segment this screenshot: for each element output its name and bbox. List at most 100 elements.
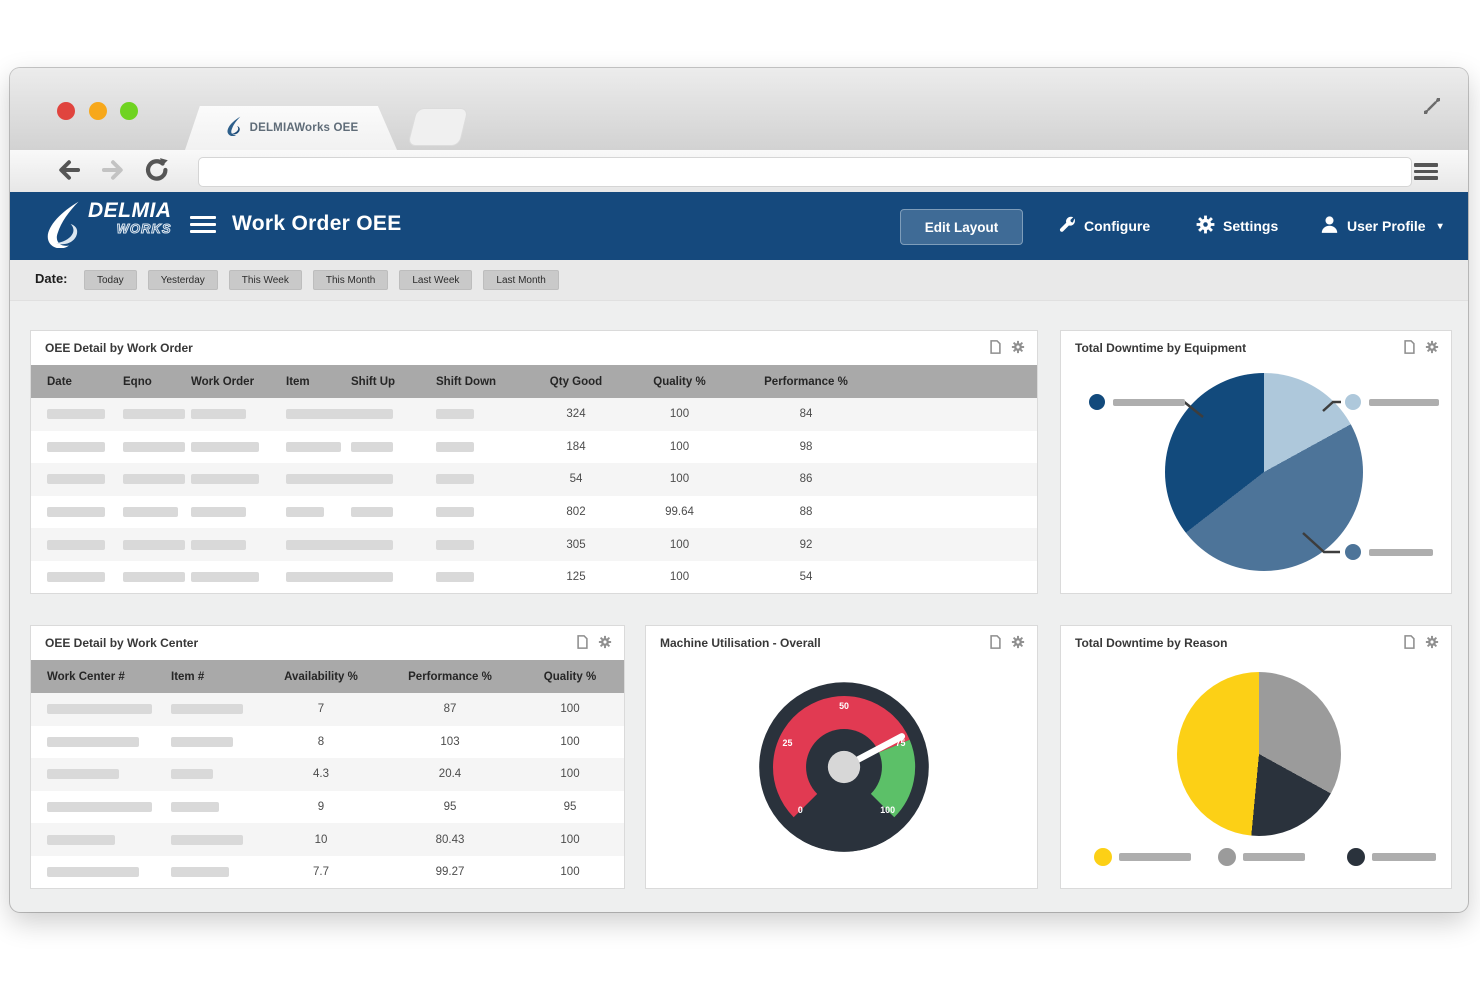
redacted-cell: [191, 441, 286, 452]
minimize-window-button[interactable]: [89, 102, 107, 120]
table-row[interactable]: 9 95 95: [31, 791, 624, 824]
browser-tab[interactable]: DELMIAWorks OEE: [185, 106, 397, 150]
column-header[interactable]: Item: [286, 375, 310, 388]
table-row[interactable]: 8 103 100: [31, 726, 624, 759]
fullscreen-icon[interactable]: [1422, 96, 1442, 121]
redacted-cell: [123, 409, 191, 420]
redacted-cell: [191, 474, 286, 485]
table-row[interactable]: 4.3 20.4 100: [31, 758, 624, 791]
table-row[interactable]: 10 80.43 100: [31, 823, 624, 856]
edit-layout-button[interactable]: Edit Layout: [900, 209, 1023, 245]
equipment-downtime-pie-chart[interactable]: [1165, 373, 1363, 571]
redacted-cell: [436, 409, 529, 420]
value-cell: 125: [566, 571, 586, 584]
table-row[interactable]: 305 100 92: [31, 528, 1037, 561]
refresh-icon[interactable]: [143, 156, 171, 189]
table-row[interactable]: 184 100 98: [31, 431, 1037, 464]
app-menu-icon[interactable]: [190, 216, 216, 237]
export-document-icon[interactable]: [1404, 340, 1415, 354]
column-header[interactable]: Quality %: [653, 375, 706, 388]
redacted-cell: [351, 539, 436, 550]
table-row[interactable]: 324 100 84: [31, 398, 1037, 431]
legend-label-redacted: [1243, 853, 1305, 861]
value-cell: 95: [443, 801, 457, 814]
panel-settings-gear-icon[interactable]: [598, 635, 612, 649]
date-filter-button-today[interactable]: Today: [84, 270, 137, 290]
redacted-cell: [351, 409, 436, 420]
date-filter-button-this-week[interactable]: This Week: [228, 270, 302, 290]
column-header[interactable]: Date: [47, 375, 72, 388]
new-tab-button[interactable]: [407, 108, 469, 146]
zoom-window-button[interactable]: [120, 102, 138, 120]
configure-label: Configure: [1084, 218, 1151, 234]
url-input[interactable]: [198, 157, 1412, 187]
export-document-icon[interactable]: [990, 635, 1001, 649]
reason-downtime-pie-chart[interactable]: [1177, 672, 1341, 836]
table-row[interactable]: 125 100 54: [31, 561, 1037, 594]
export-document-icon[interactable]: [990, 340, 1001, 354]
panel-settings-gear-icon[interactable]: [1425, 340, 1439, 354]
redacted-cell: [436, 507, 529, 518]
utilisation-gauge[interactable]: 0 25 50 75 100: [739, 662, 949, 872]
configure-button[interactable]: Configure: [1058, 192, 1150, 260]
column-header[interactable]: Quality %: [543, 670, 597, 683]
date-filter-button-last-week[interactable]: Last Week: [399, 270, 473, 290]
date-filter-button-last-month[interactable]: Last Month: [483, 270, 559, 290]
export-document-icon[interactable]: [577, 635, 588, 649]
column-header[interactable]: Shift Up: [351, 375, 396, 388]
user-icon: [1320, 215, 1339, 237]
redacted-cell: [123, 539, 191, 550]
value-cell: 100: [560, 735, 580, 748]
legend-label-redacted: [1113, 399, 1185, 406]
panel-oee-detail-by-work-order: OEE Detail by Work Order Date Eqno Work Or…: [30, 330, 1038, 594]
column-header[interactable]: Work Center #: [47, 670, 125, 683]
back-icon[interactable]: [56, 157, 82, 188]
panel-settings-gear-icon[interactable]: [1011, 635, 1025, 649]
browser-menu-icon[interactable]: [1414, 163, 1438, 183]
export-document-icon[interactable]: [1404, 635, 1415, 649]
gauge-tick-75: 75: [896, 738, 906, 748]
close-window-button[interactable]: [57, 102, 75, 120]
date-filter-button-yesterday[interactable]: Yesterday: [147, 270, 218, 290]
value-cell: 100: [560, 833, 580, 846]
redacted-cell: [47, 572, 123, 583]
value-cell: 184: [566, 440, 586, 453]
forward-icon[interactable]: [100, 157, 126, 188]
table-row[interactable]: 54 100 86: [31, 463, 1037, 496]
column-header[interactable]: Performance %: [764, 375, 848, 388]
column-header[interactable]: Performance %: [408, 670, 492, 683]
settings-button[interactable]: Settings: [1196, 192, 1278, 260]
panel-total-downtime-by-reason: Total Downtime by Reason: [1060, 625, 1452, 889]
value-cell: 100: [669, 408, 690, 421]
column-header[interactable]: Eqno: [123, 375, 152, 388]
redacted-cell: [286, 441, 351, 452]
column-header[interactable]: Item #: [171, 670, 205, 683]
value-cell: 10: [314, 833, 328, 846]
legend-dot: [1345, 544, 1361, 560]
app-header: DELMIA WORKS Work Order OEE Edit Layout …: [10, 192, 1468, 260]
redacted-cell: [286, 507, 351, 518]
chevron-down-icon: ▾: [1437, 220, 1443, 232]
panel-settings-gear-icon[interactable]: [1425, 635, 1439, 649]
date-filter-label: Date:: [35, 271, 68, 286]
panel-settings-gear-icon[interactable]: [1011, 340, 1025, 354]
column-header[interactable]: Qty Good: [549, 375, 603, 388]
gauge-tick-0: 0: [798, 805, 803, 815]
value-cell: 100: [669, 538, 690, 551]
browser-window: DELMIAWorks OEE: [10, 68, 1468, 912]
user-profile-button[interactable]: User Profile ▾: [1320, 192, 1443, 260]
value-cell: 324: [566, 408, 586, 421]
table-row[interactable]: 7.7 99.27 100: [31, 856, 624, 889]
column-header[interactable]: Shift Down: [436, 375, 497, 388]
legend-label-redacted: [1369, 399, 1439, 406]
table-row[interactable]: 7 87 100: [31, 693, 624, 726]
value-cell: 98: [799, 440, 813, 453]
table-row[interactable]: 802 99.64 88: [31, 496, 1037, 529]
column-header[interactable]: Work Order: [191, 375, 255, 388]
panel-title: OEE Detail by Work Order: [45, 341, 193, 355]
date-filter-bar: Date: Today Yesterday This Week This Month L…: [10, 260, 1468, 301]
redacted-cell: [47, 769, 171, 780]
column-header[interactable]: Availability %: [284, 670, 358, 683]
date-filter-button-this-month[interactable]: This Month: [312, 270, 389, 290]
redacted-cell: [171, 834, 257, 845]
